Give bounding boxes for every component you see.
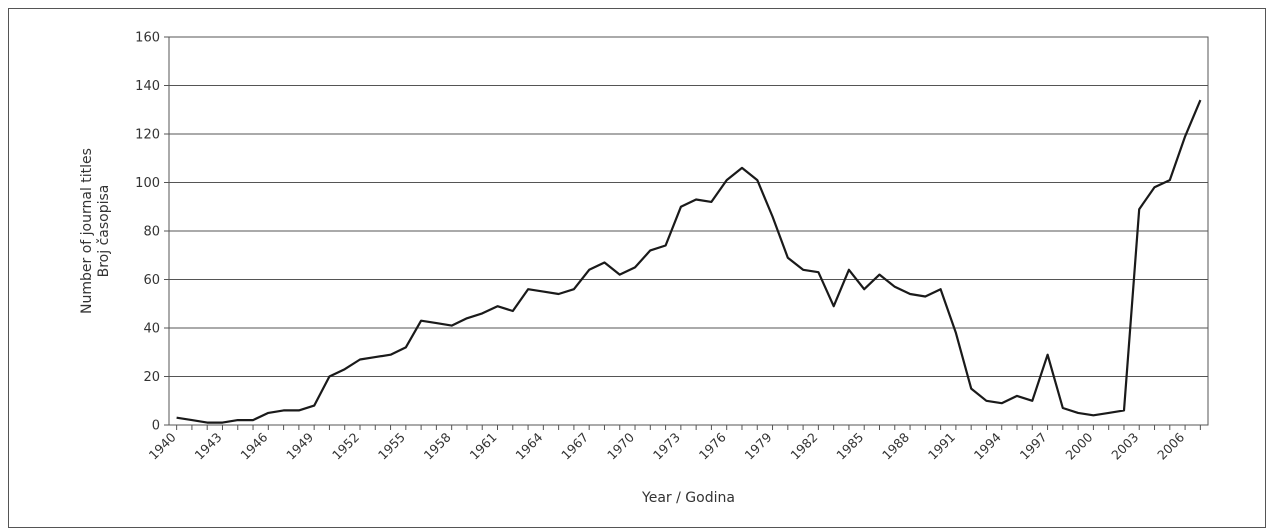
x-tick-label: 2003	[1108, 430, 1141, 463]
x-tick-label: 1994	[971, 429, 1004, 462]
x-tick-label: 1970	[604, 429, 637, 462]
x-tick-label: 1979	[742, 429, 775, 462]
y-axis-ticks: 0 20 40 60 80 100 120 140 160	[135, 31, 169, 434]
y-tick-label: 60	[143, 273, 160, 288]
y-tick-label: 160	[135, 31, 160, 46]
x-tick-label: 1976	[696, 429, 729, 462]
y-axis-title-line2: Broj časopisa	[96, 185, 112, 278]
x-tick-label: 1985	[833, 430, 866, 463]
x-tick-label: 1964	[512, 429, 545, 462]
y-tick-label: 140	[135, 79, 160, 94]
x-tick-label: 1988	[879, 429, 912, 462]
plot-area-border	[168, 36, 1209, 426]
x-tick-label: 1958	[421, 429, 454, 462]
series-line	[176, 99, 1202, 424]
y-tick-label: 0	[152, 419, 160, 434]
x-tick-label: 1955	[375, 430, 408, 463]
x-tick-label: 1949	[283, 429, 316, 462]
x-tick-label: 1952	[329, 430, 362, 463]
x-tick-label: 1997	[1017, 430, 1050, 463]
x-axis-ticks: 1940 1943 1946 1949 1952 1955 1958 1961 1964 1967…	[146, 425, 1201, 463]
x-tick-label: 1991	[925, 430, 958, 463]
x-tick-label: 1982	[787, 430, 820, 463]
x-axis-title: Year / Godina	[641, 490, 735, 506]
x-tick-label: 1946	[237, 429, 270, 462]
x-tick-label: 2006	[1154, 429, 1187, 462]
y-axis-title-line1: Number of journal titles	[79, 148, 95, 314]
x-tick-label: 1961	[467, 430, 500, 463]
x-tick-label: 1943	[191, 430, 224, 463]
x-tick-label: 1940	[146, 429, 179, 462]
x-tick-label: 1967	[558, 430, 591, 463]
y-tick-label: 80	[143, 225, 160, 240]
y-tick-label: 40	[143, 322, 160, 337]
y-tick-label: 120	[135, 128, 160, 143]
x-tick-label: 2000	[1062, 429, 1095, 462]
x-tick-label: 1973	[650, 430, 683, 463]
chart-frame: 0 20 40 60 80 100 120 140 160 1940 1943 1946 1949 19…	[8, 8, 1266, 528]
y-tick-label: 100	[135, 176, 160, 191]
y-tick-label: 20	[143, 370, 160, 385]
